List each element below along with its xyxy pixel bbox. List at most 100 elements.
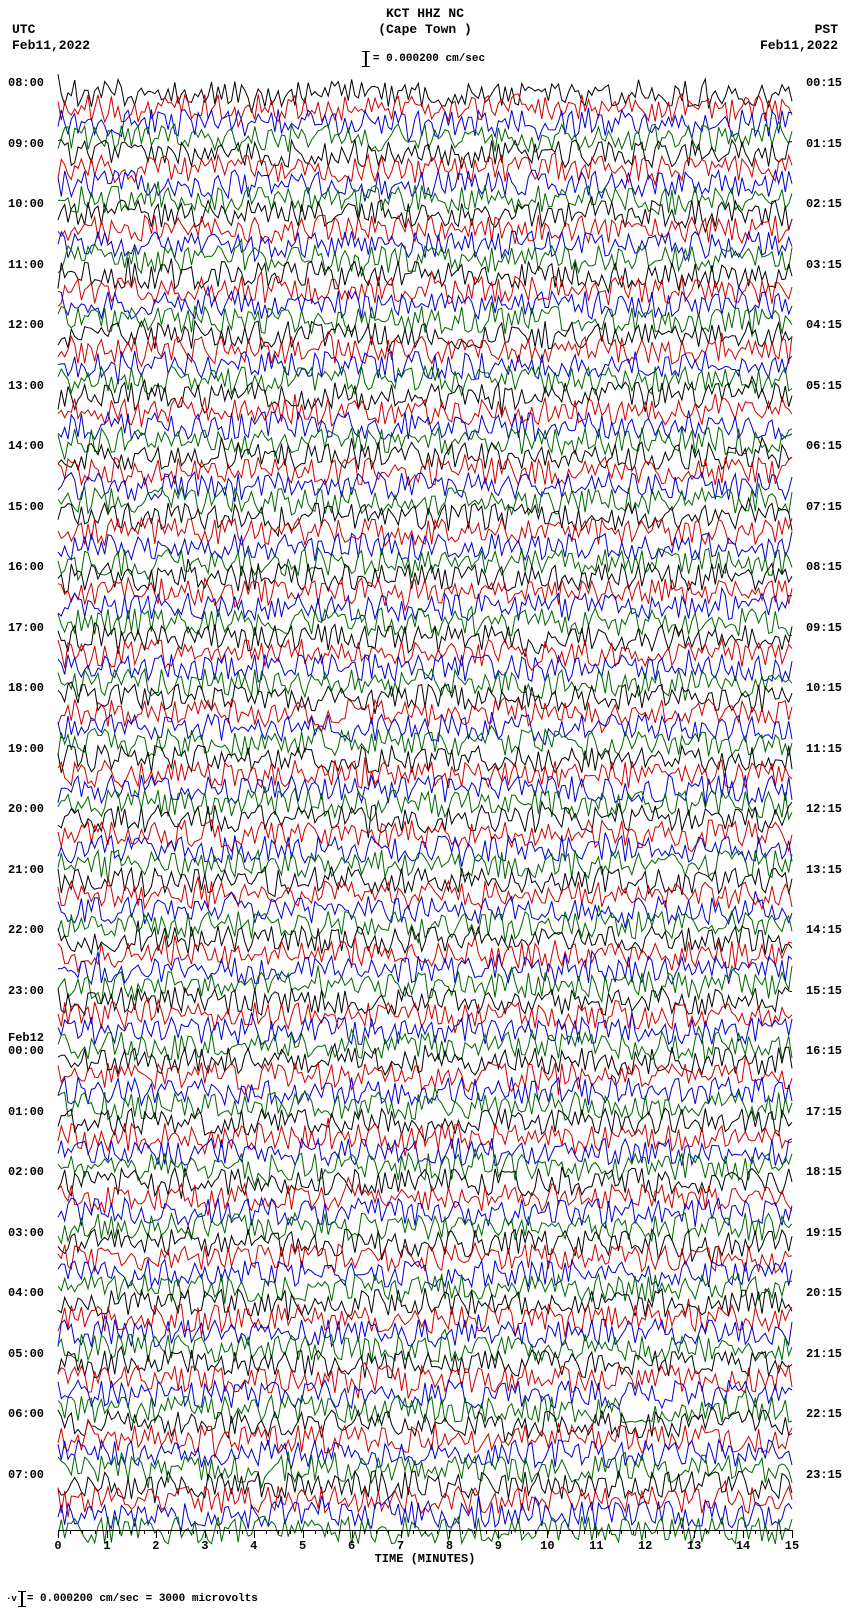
- x-tick-label: 11: [589, 1539, 603, 1553]
- pst-hour-label: 04:15: [806, 319, 842, 331]
- utc-hour-label: 00:00: [8, 1045, 44, 1057]
- x-tick-minor: [144, 1530, 145, 1534]
- utc-hour-label: 16:00: [8, 561, 44, 573]
- x-tick-label: 3: [201, 1539, 208, 1553]
- x-tick-minor: [523, 1530, 524, 1534]
- pst-hour-label: 09:15: [806, 622, 842, 634]
- x-tick-major: [156, 1530, 157, 1538]
- x-tick-minor: [474, 1530, 475, 1534]
- utc-hour-label: 11:00: [8, 259, 44, 271]
- x-axis-title: TIME (MINUTES): [375, 1552, 476, 1566]
- x-tick-major: [498, 1530, 499, 1538]
- pst-hour-label: 15:15: [806, 985, 842, 997]
- pst-hour-label: 14:15: [806, 924, 842, 936]
- utc-hour-label: 17:00: [8, 622, 44, 634]
- pst-hour-label: 18:15: [806, 1166, 842, 1178]
- footer-mv-icon: ·v: [6, 1594, 17, 1604]
- x-tick-major: [596, 1530, 597, 1538]
- helicorder-plot: [58, 78, 792, 1530]
- pst-hour-label: 23:15: [806, 1469, 842, 1481]
- station-code: KCT HHZ NC: [0, 6, 850, 22]
- pst-hour-label: 00:15: [806, 77, 842, 89]
- x-tick-label: 14: [736, 1539, 750, 1553]
- x-tick-label: 2: [152, 1539, 159, 1553]
- x-tick-minor: [388, 1530, 389, 1534]
- x-tick-minor: [339, 1530, 340, 1534]
- tz-left-zone: UTC: [12, 22, 90, 38]
- utc-hour-label: 18:00: [8, 682, 44, 694]
- x-tick-minor: [131, 1530, 132, 1534]
- x-tick-label: 10: [540, 1539, 554, 1553]
- pst-hour-label: 07:15: [806, 501, 842, 513]
- x-tick-major: [401, 1530, 402, 1538]
- footer-text: = 0.000200 cm/sec = 3000 microvolts: [27, 1593, 258, 1605]
- x-tick-minor: [217, 1530, 218, 1534]
- x-tick-major: [303, 1530, 304, 1538]
- utc-hour-label: 10:00: [8, 198, 44, 210]
- x-tick-label: 13: [687, 1539, 701, 1553]
- x-tick-minor: [682, 1530, 683, 1534]
- x-tick-minor: [768, 1530, 769, 1534]
- x-tick-minor: [755, 1530, 756, 1534]
- x-tick-minor: [437, 1530, 438, 1534]
- x-tick-major: [694, 1530, 695, 1538]
- x-tick-label: 9: [495, 1539, 502, 1553]
- pst-hour-label: 13:15: [806, 864, 842, 876]
- pst-hour-label: 19:15: [806, 1227, 842, 1239]
- pst-hour-label: 02:15: [806, 198, 842, 210]
- utc-hour-label: 20:00: [8, 803, 44, 815]
- x-tick-minor: [327, 1530, 328, 1534]
- footer-scale: ·v = 0.000200 cm/sec = 3000 microvolts: [6, 1591, 258, 1607]
- x-tick-minor: [70, 1530, 71, 1534]
- utc-hour-label: 09:00: [8, 138, 44, 150]
- x-tick-minor: [670, 1530, 671, 1534]
- x-tick-major: [743, 1530, 744, 1538]
- x-tick-minor: [278, 1530, 279, 1534]
- x-tick-minor: [266, 1530, 267, 1534]
- scale-indicator: = 0.000200 cm/sec: [365, 51, 485, 67]
- utc-hour-label: 14:00: [8, 440, 44, 452]
- pst-hour-label: 16:15: [806, 1045, 842, 1057]
- x-tick-minor: [706, 1530, 707, 1534]
- utc-hour-label: 06:00: [8, 1408, 44, 1420]
- x-tick-minor: [376, 1530, 377, 1534]
- x-tick-major: [792, 1530, 793, 1538]
- x-tick-minor: [315, 1530, 316, 1534]
- x-tick-minor: [180, 1530, 181, 1534]
- pst-hour-label: 05:15: [806, 380, 842, 392]
- x-tick-minor: [621, 1530, 622, 1534]
- pst-hour-label: 22:15: [806, 1408, 842, 1420]
- x-tick-minor: [119, 1530, 120, 1534]
- x-tick-minor: [242, 1530, 243, 1534]
- utc-hour-label: 23:00: [8, 985, 44, 997]
- x-tick-minor: [731, 1530, 732, 1534]
- utc-hour-label: 21:00: [8, 864, 44, 876]
- x-tick-minor: [168, 1530, 169, 1534]
- tz-left-date: Feb11,2022: [12, 38, 90, 54]
- utc-hour-label: 22:00: [8, 924, 44, 936]
- x-tick-major: [645, 1530, 646, 1538]
- x-tick-major: [449, 1530, 450, 1538]
- x-tick-label: 4: [250, 1539, 257, 1553]
- header: KCT HHZ NC (Cape Town ): [0, 6, 850, 37]
- x-tick-minor: [657, 1530, 658, 1534]
- x-tick-minor: [535, 1530, 536, 1534]
- pst-hour-label: 20:15: [806, 1287, 842, 1299]
- utc-day-break-label: Feb12: [8, 1031, 44, 1045]
- x-tick-label: 6: [348, 1539, 355, 1553]
- x-tick-minor: [719, 1530, 720, 1534]
- pst-hour-label: 03:15: [806, 259, 842, 271]
- x-tick-minor: [413, 1530, 414, 1534]
- x-tick-minor: [95, 1530, 96, 1534]
- timezone-left: UTC Feb11,2022: [12, 22, 90, 53]
- utc-hour-label: 19:00: [8, 743, 44, 755]
- x-tick-minor: [780, 1530, 781, 1534]
- x-tick-label: 1: [103, 1539, 110, 1553]
- x-tick-major: [254, 1530, 255, 1538]
- utc-hour-label: 12:00: [8, 319, 44, 331]
- pst-hour-label: 21:15: [806, 1348, 842, 1360]
- x-tick-label: 12: [638, 1539, 652, 1553]
- x-tick-label: 0: [54, 1539, 61, 1553]
- utc-hour-label: 03:00: [8, 1227, 44, 1239]
- x-tick-major: [107, 1530, 108, 1538]
